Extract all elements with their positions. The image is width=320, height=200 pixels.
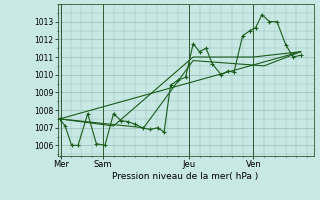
- X-axis label: Pression niveau de la mer( hPa ): Pression niveau de la mer( hPa ): [112, 172, 259, 181]
